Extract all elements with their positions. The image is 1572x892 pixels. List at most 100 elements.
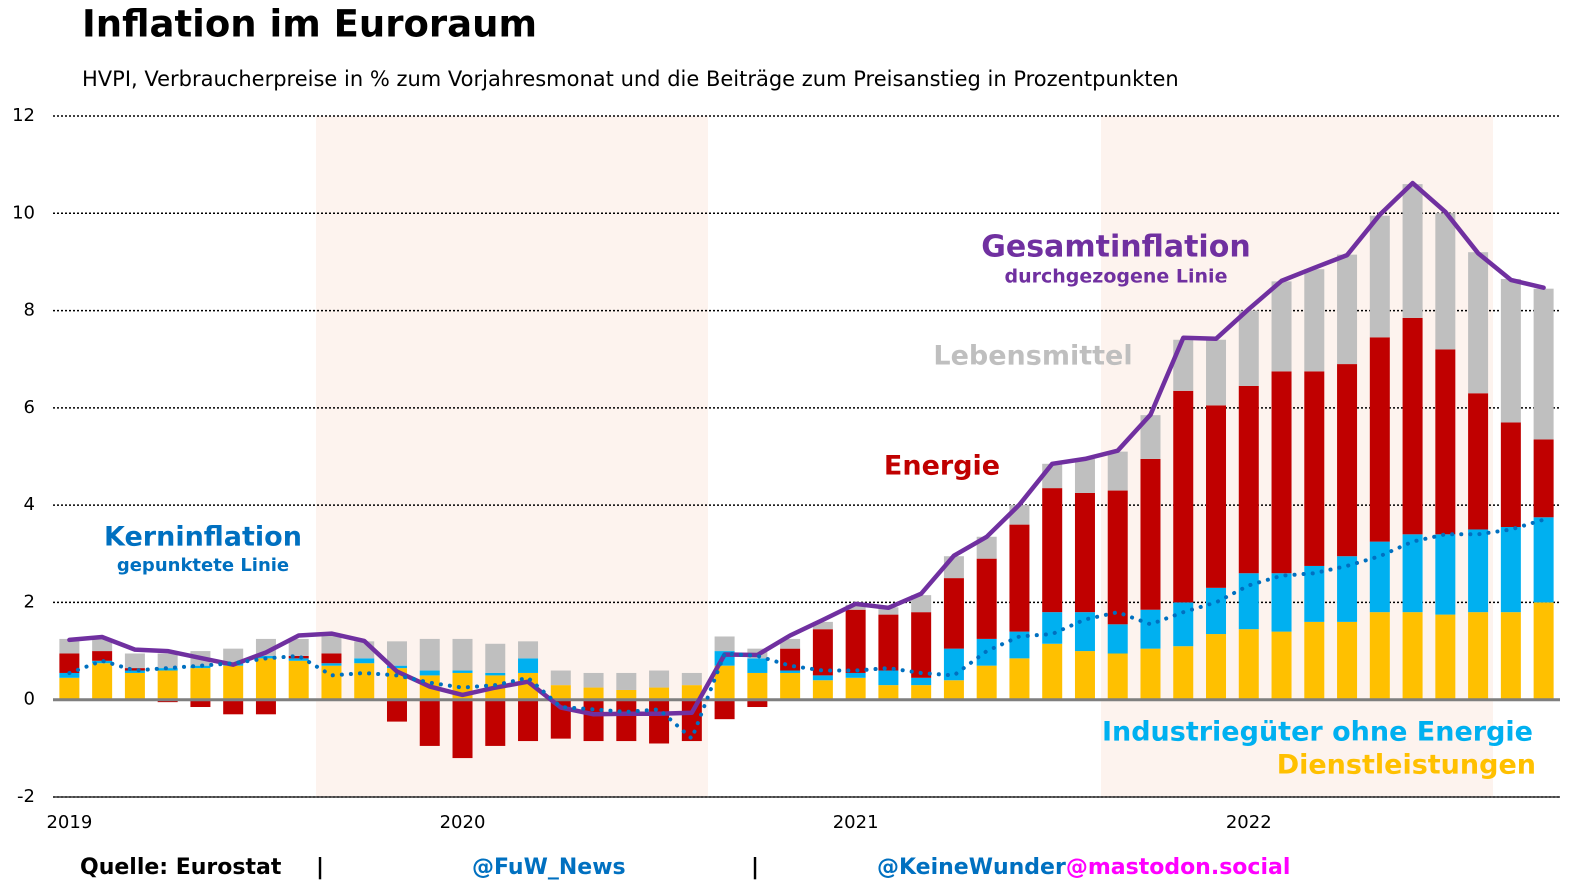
bar-segment bbox=[1173, 339, 1194, 391]
y-tick-label: 8 bbox=[24, 300, 35, 321]
bar-segment bbox=[59, 672, 80, 678]
footer-handle: @FuW_News bbox=[472, 855, 626, 880]
bar-segment bbox=[1107, 451, 1128, 491]
bar-segment bbox=[714, 699, 735, 720]
bar-segment bbox=[124, 670, 145, 673]
bar-segment bbox=[1369, 215, 1390, 338]
bar-segment bbox=[1206, 405, 1227, 588]
bar-segment bbox=[1238, 385, 1259, 574]
bar-segment bbox=[1074, 458, 1095, 493]
bar-segment bbox=[845, 604, 866, 610]
bar-segment bbox=[845, 672, 866, 678]
bar-segment bbox=[1369, 541, 1390, 613]
chart-subtitle: HVPI, Verbraucherpreise in % zum Vorjahr… bbox=[82, 67, 1179, 91]
bar-segment bbox=[649, 687, 670, 700]
bar-segment bbox=[812, 629, 833, 676]
bar-segment bbox=[1435, 534, 1456, 615]
bar-segment bbox=[1468, 612, 1489, 700]
footer-source: Quelle: Eurostat bbox=[80, 855, 282, 880]
bar-segment bbox=[419, 638, 440, 671]
bar-segment bbox=[59, 653, 80, 673]
series-label: Energie bbox=[884, 451, 1000, 482]
bar-segment bbox=[1304, 371, 1325, 566]
bar-segment bbox=[321, 665, 342, 700]
bar-segment bbox=[485, 699, 506, 746]
bar-segment bbox=[780, 670, 801, 673]
bar-segment bbox=[157, 653, 178, 669]
bar-segment bbox=[550, 670, 571, 686]
bar-segment bbox=[124, 672, 145, 700]
bar-segment bbox=[911, 677, 932, 686]
bar-segment bbox=[1009, 658, 1030, 700]
bar-segment bbox=[812, 675, 833, 681]
bar-segment bbox=[1009, 631, 1030, 659]
bar-segment bbox=[321, 663, 342, 666]
bar-segment bbox=[1435, 213, 1456, 350]
bar-segment bbox=[583, 699, 604, 742]
bar-segment bbox=[59, 677, 80, 700]
bar-segment bbox=[1271, 281, 1292, 372]
bar-segment bbox=[321, 634, 342, 654]
bar-segment bbox=[780, 638, 801, 649]
bar-segment bbox=[288, 660, 309, 700]
bar-segment bbox=[976, 558, 997, 639]
bar-segment bbox=[1402, 184, 1423, 318]
bar-segment bbox=[1304, 621, 1325, 700]
bar-segment bbox=[1468, 393, 1489, 530]
bar-segment bbox=[1435, 614, 1456, 700]
bar-segment bbox=[354, 663, 375, 700]
line-series bbox=[67, 180, 1546, 717]
bar-segment bbox=[1238, 629, 1259, 700]
bar-segment bbox=[943, 680, 964, 700]
bar-segment bbox=[288, 655, 309, 659]
bar-segment bbox=[616, 689, 637, 700]
bar-segment bbox=[419, 699, 440, 746]
bar-segment bbox=[223, 648, 244, 664]
bar-segment bbox=[386, 641, 407, 666]
bar-segment bbox=[1337, 556, 1358, 622]
bar-segment bbox=[1238, 573, 1259, 630]
bar-segment bbox=[1140, 458, 1161, 610]
bar-segment bbox=[1107, 490, 1128, 625]
bar-segment bbox=[92, 663, 113, 700]
bar-segment bbox=[1009, 524, 1030, 632]
bar-segment bbox=[92, 638, 113, 652]
bar-segment bbox=[518, 641, 539, 659]
bar-segment bbox=[1009, 505, 1030, 525]
y-tick-label: 2 bbox=[24, 591, 35, 612]
bar-segment bbox=[1271, 573, 1292, 632]
bar-segment bbox=[386, 699, 407, 722]
bar-segment bbox=[1500, 278, 1521, 423]
bar-segment bbox=[878, 607, 899, 615]
bar-segment bbox=[1533, 288, 1554, 440]
footer-handle-domain: @mastodon.social bbox=[1066, 855, 1291, 880]
bar-segment bbox=[1337, 364, 1358, 557]
bar-segment bbox=[714, 636, 735, 652]
bar-segment bbox=[976, 665, 997, 700]
bar-segment bbox=[288, 658, 309, 661]
bar-segment bbox=[223, 665, 244, 700]
bar-segment bbox=[59, 638, 80, 654]
bar-segment bbox=[1173, 646, 1194, 700]
bar-segment bbox=[1402, 612, 1423, 700]
bar-segment bbox=[616, 699, 637, 742]
footer-separator: | bbox=[751, 855, 759, 880]
bar-segment bbox=[1304, 269, 1325, 372]
bar-segment bbox=[1042, 612, 1063, 644]
bar-segment bbox=[1402, 317, 1423, 535]
bar-segment bbox=[1140, 609, 1161, 649]
bar-segment bbox=[1271, 631, 1292, 700]
bar-segment bbox=[485, 672, 506, 676]
bar-segment bbox=[911, 612, 932, 678]
bar-segment bbox=[354, 658, 375, 664]
y-tick-label: 0 bbox=[24, 689, 35, 710]
bar-segment bbox=[452, 638, 473, 671]
bar-segment bbox=[1435, 349, 1456, 535]
shaded-period bbox=[1101, 116, 1493, 797]
bar-segment bbox=[878, 670, 899, 686]
bar-segment bbox=[1074, 612, 1095, 652]
bar-segment bbox=[288, 638, 309, 656]
bar-segment bbox=[419, 670, 440, 676]
bar-segment bbox=[911, 685, 932, 700]
